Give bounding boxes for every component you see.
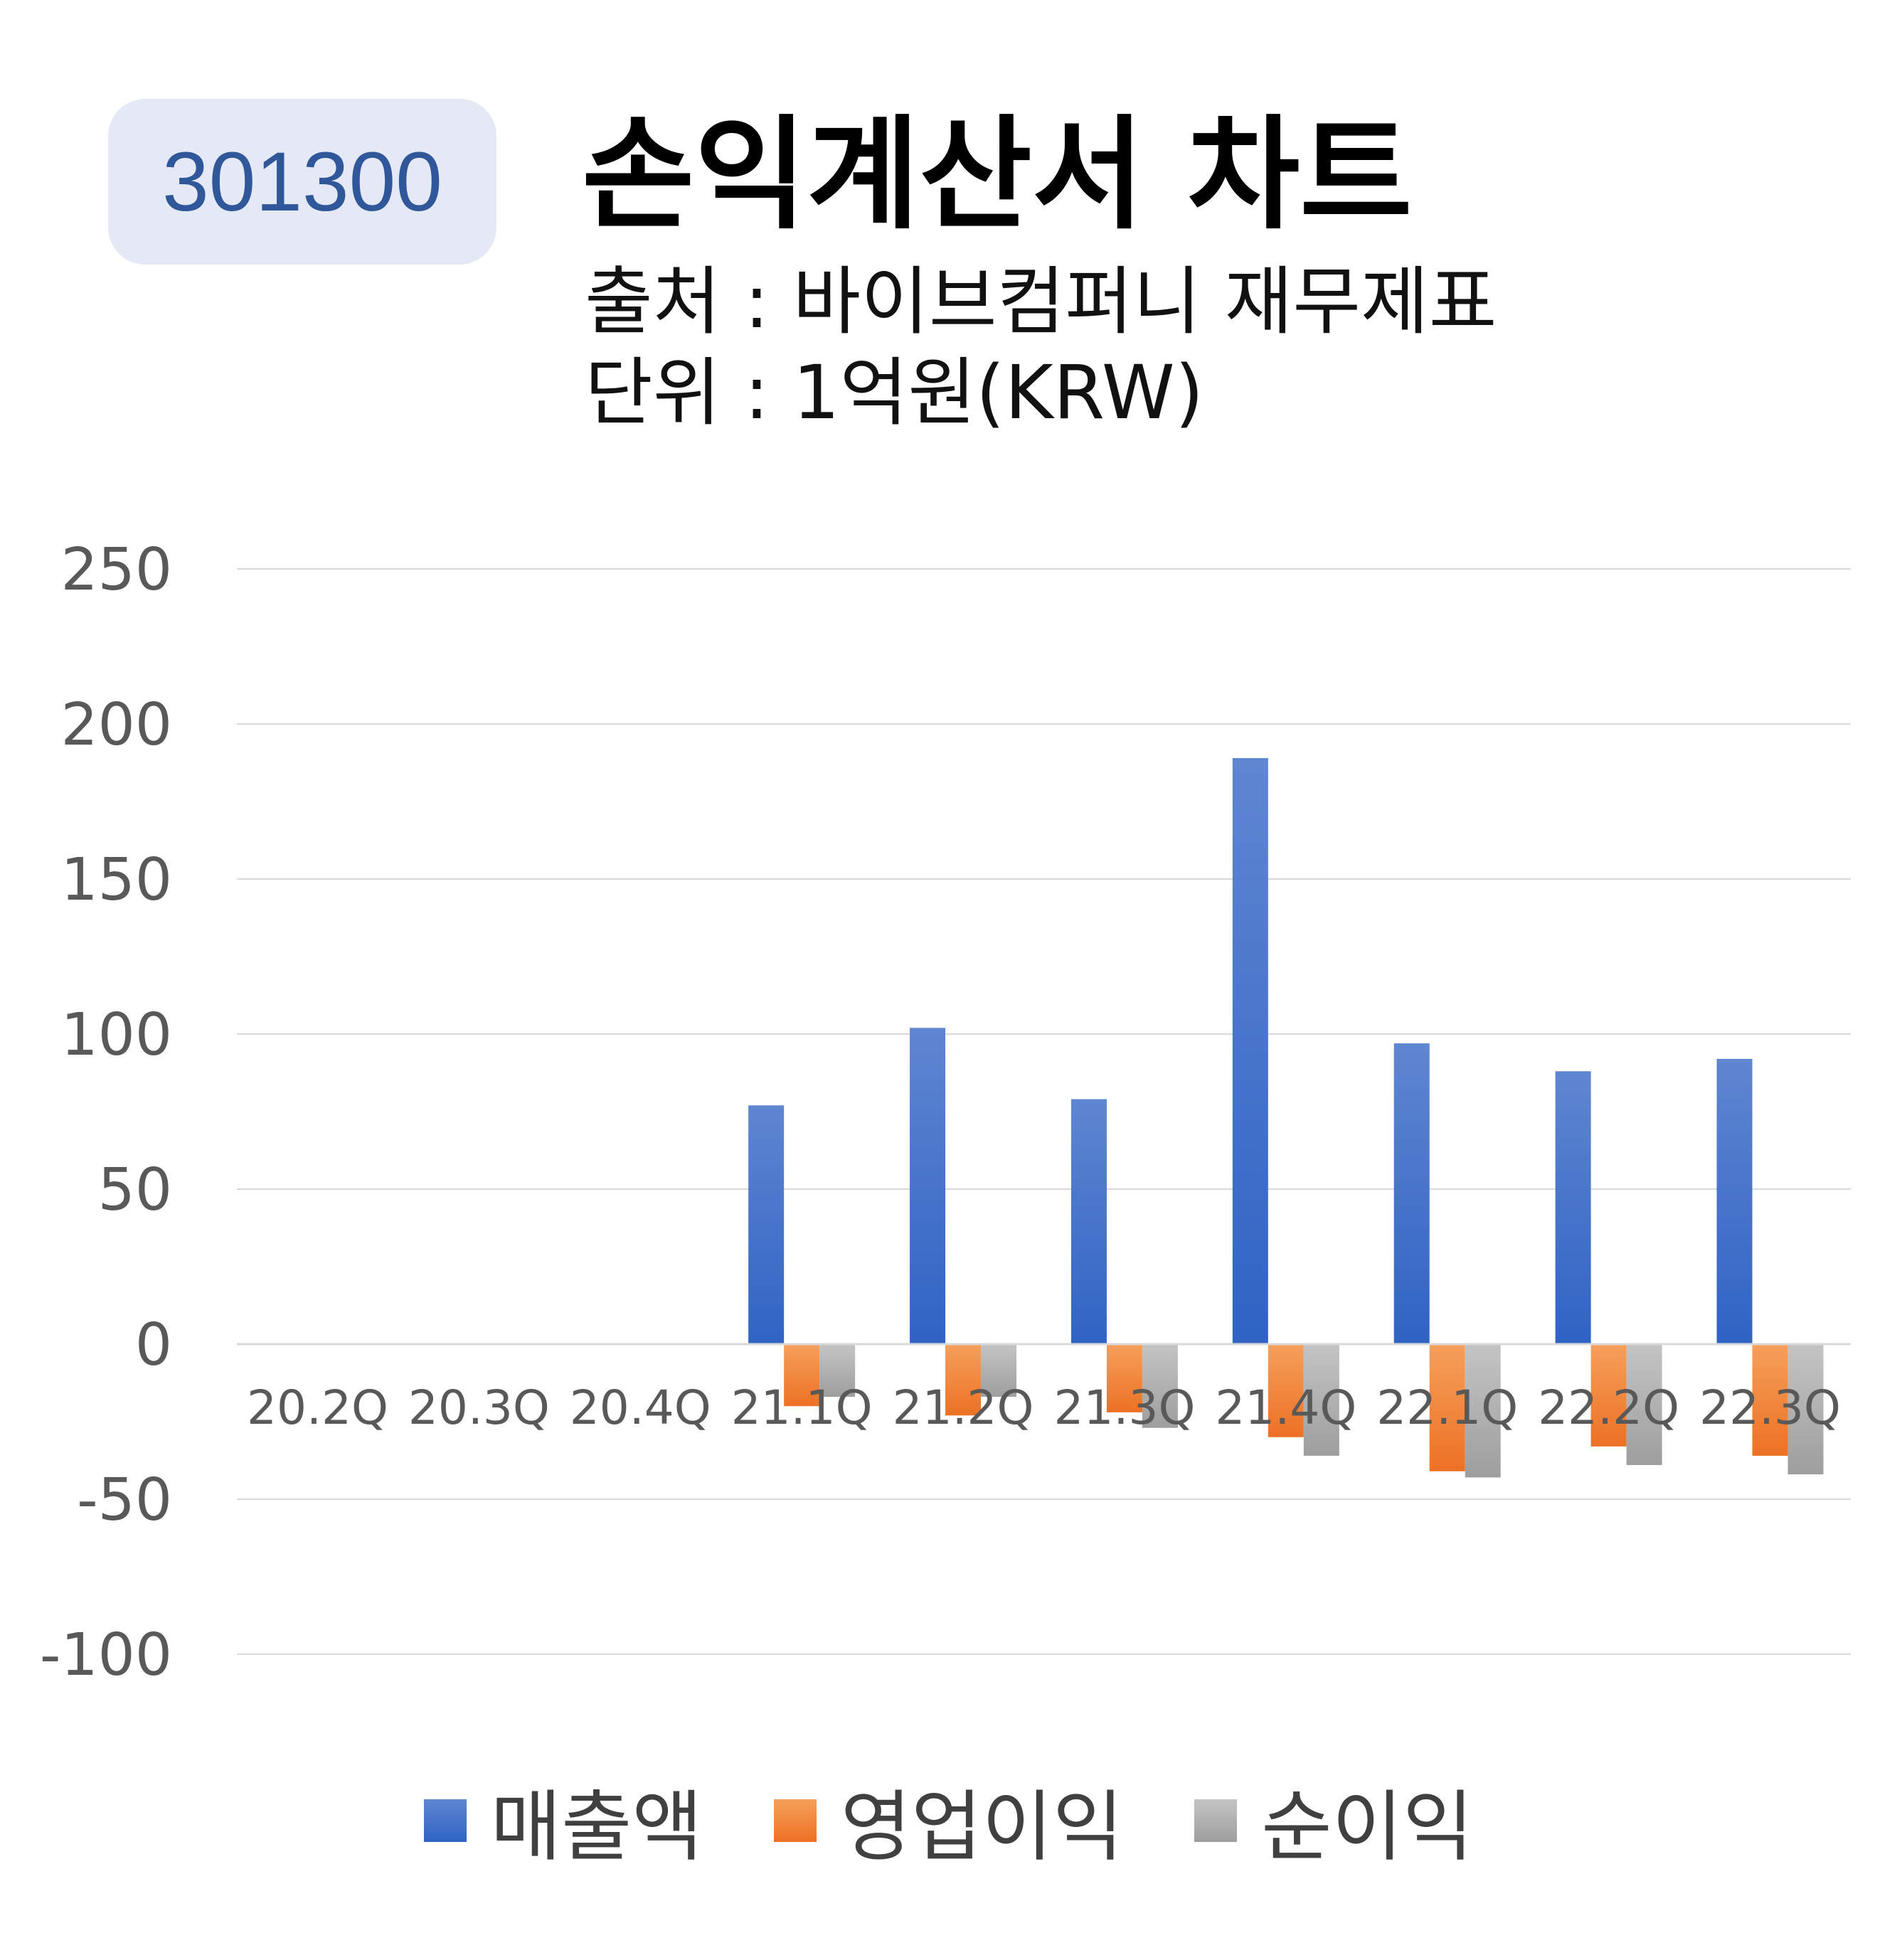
y-tick-label: -50 (77, 1466, 172, 1534)
bar-operating-profit-22.1Q[interactable] (1429, 1344, 1465, 1471)
y-tick-label: -100 (40, 1621, 172, 1689)
legend-label-revenue: 매출액 (490, 1783, 703, 1872)
bar-net-profit-21.4Q[interactable] (1303, 1344, 1339, 1456)
bar-net-profit-21.1Q[interactable] (819, 1344, 856, 1397)
y-tick-label: 100 (60, 1001, 172, 1069)
y-tick-label: 200 (60, 691, 172, 759)
bar-revenue-22.1Q[interactable] (1393, 1043, 1430, 1344)
bar-net-profit-22.2Q[interactable] (1626, 1344, 1662, 1466)
x-tick-label: 21.4Q (1215, 1380, 1356, 1435)
x-tick-label: 21.3Q (1053, 1380, 1195, 1435)
bar-revenue-22.3Q[interactable] (1716, 1058, 1753, 1344)
x-tick-label: 21.2Q (893, 1380, 1034, 1435)
x-tick-label: 22.3Q (1699, 1380, 1841, 1435)
bar-operating-profit-22.3Q[interactable] (1752, 1344, 1788, 1456)
bar-revenue-21.2Q[interactable] (910, 1028, 946, 1344)
legend: 매출액 영업이익 순이익 (0, 1771, 1897, 1872)
bar-net-profit-21.2Q[interactable] (981, 1344, 1017, 1397)
y-tick-label: 250 (60, 536, 172, 604)
x-tick-label: 20.4Q (570, 1380, 711, 1435)
bar-operating-profit-21.2Q[interactable] (945, 1344, 982, 1416)
bar-operating-profit-22.2Q[interactable] (1590, 1344, 1627, 1447)
bar-layer (237, 757, 1851, 1478)
unit-line: 단위 : 1억원(KRW) (585, 349, 1204, 436)
bar-revenue-21.4Q[interactable] (1232, 757, 1268, 1344)
bar-operating-profit-21.1Q[interactable] (784, 1344, 820, 1407)
bar-net-profit-21.3Q[interactable] (1142, 1344, 1178, 1428)
legend-label-operating-profit: 영업이익 (840, 1783, 1124, 1872)
bar-operating-profit-21.3Q[interactable] (1106, 1344, 1142, 1412)
x-tick-label: 22.1Q (1376, 1380, 1518, 1435)
x-tick-label: 20.3Q (408, 1380, 550, 1435)
y-tick-label: 0 (135, 1311, 172, 1379)
legend-swatch-operating-profit (773, 1799, 817, 1842)
legend-label-net-profit: 순이익 (1261, 1783, 1474, 1872)
stock-code-badge: 301300 (108, 99, 496, 265)
grid-layer (237, 568, 1851, 1655)
y-tick-label: 150 (60, 846, 172, 914)
x-tick-label: 22.2Q (1538, 1380, 1679, 1435)
bar-net-profit-22.1Q[interactable] (1465, 1344, 1501, 1478)
label-layer: 250 200 150 100 50 0 -50 -100 20.2Q 20.3Q 20.4Q 21.… (40, 536, 1841, 1689)
legend-swatch-net-profit (1194, 1799, 1238, 1842)
source-line: 출처 : 바이브컴퍼니 재무제표 (585, 258, 1497, 345)
bar-revenue-21.1Q[interactable] (748, 1105, 785, 1344)
legend-swatch-revenue (423, 1799, 467, 1842)
chart-title: 손익계산서 차트 (582, 103, 1413, 246)
bar-operating-profit-21.4Q[interactable] (1268, 1344, 1304, 1437)
legend-item-net-profit[interactable]: 순이익 (1194, 1765, 1473, 1876)
legend-item-operating-profit[interactable]: 영업이익 (773, 1765, 1124, 1876)
bar-revenue-21.3Q[interactable] (1070, 1099, 1107, 1344)
stock-code: 301300 (162, 134, 442, 229)
legend-item-revenue[interactable]: 매출액 (423, 1765, 703, 1876)
x-tick-label: 21.1Q (731, 1380, 873, 1435)
bar-revenue-22.2Q[interactable] (1555, 1071, 1591, 1344)
bar-net-profit-22.3Q[interactable] (1787, 1344, 1824, 1475)
y-tick-label: 50 (98, 1156, 172, 1224)
x-tick-label: 20.2Q (247, 1380, 388, 1435)
